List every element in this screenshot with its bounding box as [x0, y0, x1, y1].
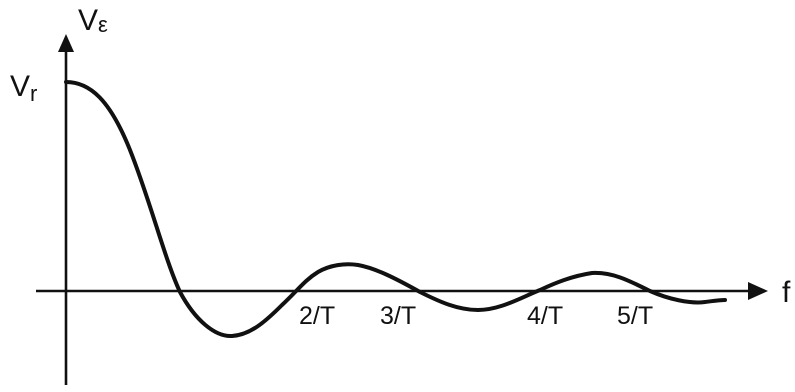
y-axis-label: Vε — [78, 4, 108, 37]
response-curve — [64, 80, 727, 338]
x-axis-arrow-icon — [748, 282, 768, 300]
y-axis-arrow-icon — [58, 34, 74, 52]
tick-label-4T: 4/T — [527, 302, 563, 330]
tick-label-3T: 3/T — [380, 302, 416, 330]
x-axis-label: f — [782, 276, 791, 309]
peak-value-label: Vr — [10, 70, 37, 106]
tick-label-5T: 5/T — [617, 302, 653, 330]
tick-label-2T: 2/T — [299, 302, 335, 330]
